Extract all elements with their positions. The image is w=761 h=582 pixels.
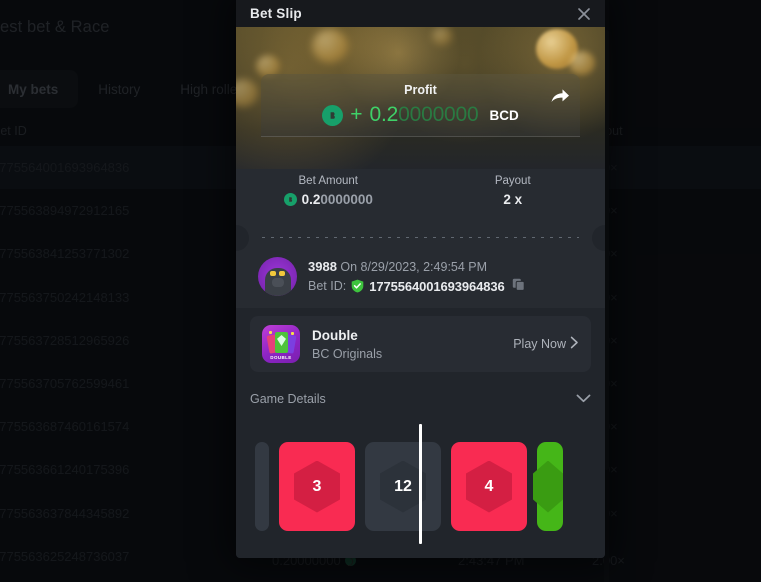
coin-icon — [312, 29, 348, 63]
chevron-down-icon — [576, 390, 591, 408]
stat-payout: Payout 2 x — [421, 169, 606, 225]
game-name: Double — [312, 327, 358, 343]
bet-id-value: 1775564001693964836 — [369, 278, 505, 294]
stat-bet-amount: Bet Amount 0.20000000 — [236, 169, 421, 225]
tiles-strip[interactable]: 3 12 4 — [255, 442, 563, 531]
bcd-coin-icon — [283, 193, 297, 206]
result-tile: 3 — [279, 442, 355, 531]
profit-banner: Profit + 0.20000000 BCD — [236, 27, 605, 170]
bet-id-row: Bet ID: 1775564001693964836 — [308, 278, 525, 294]
result-tile — [255, 442, 269, 531]
profit-currency: BCD — [489, 107, 519, 123]
coin-icon — [256, 55, 280, 77]
stat-label: Bet Amount — [298, 175, 358, 187]
game-details-toggle[interactable]: Game Details — [250, 380, 591, 418]
profit-label: Profit — [404, 83, 437, 97]
game-result-tiles: 3 12 4 — [236, 424, 605, 558]
game-card[interactable]: DOUBLE Double BC Originals Play Now — [250, 316, 591, 372]
shield-check-icon — [351, 279, 364, 293]
user-lines: 3988 On 8/29/2023, 2:49:54 PM Bet ID: — [308, 259, 525, 294]
user-name-date: 3988 On 8/29/2023, 2:49:54 PM — [308, 259, 525, 274]
stat-label: Payout — [494, 175, 531, 187]
copy-icon[interactable] — [512, 278, 525, 294]
tile-value: 4 — [466, 460, 512, 513]
close-icon[interactable] — [573, 3, 595, 25]
user-row: 3988 On 8/29/2023, 2:49:54 PM Bet ID: — [236, 251, 605, 296]
tile-value — [533, 460, 563, 513]
profit-value: 0.20000000 — [369, 103, 479, 126]
chevron-right-icon — [570, 336, 579, 352]
stat-value: 2 x — [503, 192, 523, 207]
play-now-button[interactable]: Play Now — [513, 336, 579, 352]
game-details-label: Game Details — [250, 392, 326, 406]
share-icon[interactable] — [550, 87, 570, 110]
double-game-icon: DOUBLE — [262, 325, 300, 363]
tile-value: 3 — [294, 460, 340, 513]
result-marker — [419, 424, 422, 544]
bet-stats: Bet Amount 0.20000000 Payout — [236, 169, 605, 225]
notch-left — [236, 225, 249, 251]
coin-icon — [432, 27, 452, 45]
coin-icon — [236, 79, 258, 107]
profit-sign: + — [350, 103, 363, 126]
bet-slip-modal: Bet Slip Profit — [236, 0, 605, 558]
game-provider: BC Originals — [312, 346, 383, 361]
bet-id-label: Bet ID: — [308, 279, 347, 293]
notch-right — [592, 225, 605, 251]
game-texts: Double BC Originals — [312, 328, 501, 361]
modal-header: Bet Slip — [236, 0, 605, 27]
modal-title: Bet Slip — [250, 6, 302, 21]
play-now-label: Play Now — [513, 337, 566, 351]
modal-body: Profit + 0.20000000 BCD — [236, 27, 605, 558]
profit-amount-row: + 0.20000000 BCD — [261, 103, 580, 137]
user-name: 3988 — [308, 259, 337, 274]
user-block: 3988 On 8/29/2023, 2:49:54 PM Bet ID: — [236, 251, 605, 308]
game-icon-label: DOUBLE — [270, 355, 292, 360]
profit-divider — [261, 136, 580, 137]
stat-value: 0.20000000 — [236, 192, 421, 207]
bcd-coin-icon — [322, 104, 344, 126]
result-tile — [533, 442, 563, 531]
result-tile: 12 — [365, 442, 441, 531]
result-tile: 4 — [451, 442, 527, 531]
bet-datetime: On 8/29/2023, 2:49:54 PM — [340, 260, 488, 274]
avatar[interactable] — [258, 257, 297, 296]
coin-icon — [569, 51, 595, 75]
ticket-perforation — [236, 225, 605, 251]
dashed-line — [262, 237, 579, 238]
profit-card: Profit + 0.20000000 BCD — [261, 74, 580, 137]
